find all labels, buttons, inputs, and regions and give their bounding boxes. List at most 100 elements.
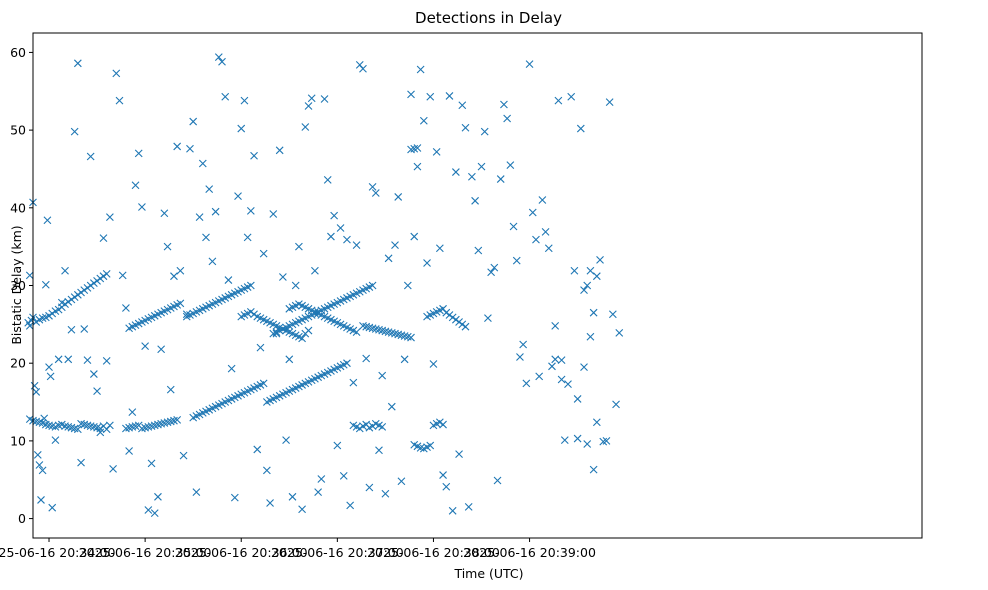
- scatter-point: [455, 450, 463, 458]
- scatter-point: [352, 328, 361, 337]
- scatter-point: [51, 436, 60, 444]
- scatter-point: [298, 505, 306, 514]
- scatter-point: [378, 423, 387, 431]
- scatter-point: [426, 92, 435, 101]
- scatter-point: [35, 461, 44, 469]
- scatter-point: [394, 193, 403, 201]
- scatter-point: [173, 416, 182, 424]
- scatter-point: [474, 246, 483, 255]
- scatter-point: [32, 388, 41, 396]
- scatter-point: [64, 355, 73, 364]
- scatter-point: [451, 168, 460, 176]
- scatter-point: [548, 362, 556, 371]
- scatter-point: [557, 356, 566, 364]
- scatter-point: [291, 281, 300, 290]
- scatter-point: [439, 420, 447, 429]
- scatter-point: [323, 175, 332, 184]
- scatter-point: [57, 298, 66, 307]
- scatter-point: [73, 59, 82, 68]
- y-tick-label: 60: [10, 45, 26, 60]
- scatter-point: [375, 446, 383, 455]
- scatter-point: [99, 234, 108, 242]
- scatter-point: [304, 102, 313, 110]
- scatter-point: [61, 266, 69, 275]
- scatter-point: [608, 310, 617, 319]
- scatter-point: [80, 325, 89, 333]
- scatter-point: [503, 114, 512, 123]
- scatter-point: [80, 286, 89, 295]
- scatter-point: [67, 325, 76, 334]
- scatter-point: [43, 216, 52, 225]
- scatter-point: [195, 213, 204, 222]
- scatter-point: [333, 441, 342, 450]
- y-tick-label: 20: [10, 356, 26, 371]
- scatter-point: [391, 241, 399, 249]
- scatter-point: [150, 509, 159, 518]
- x-tick-label: 2025-06-16 20:34:00: [0, 545, 115, 560]
- x-tick-label: 2025-06-16 20:39:00: [463, 545, 596, 560]
- scatter-point: [128, 408, 137, 417]
- scatter-point: [112, 69, 121, 78]
- scatter-point: [320, 95, 329, 103]
- scatter-point: [105, 213, 114, 222]
- scatter-point: [272, 329, 281, 338]
- scatter-point: [496, 175, 505, 183]
- scatter-point: [516, 353, 524, 361]
- scatter-point: [208, 257, 217, 266]
- scatter-point: [77, 458, 85, 467]
- scatter-point: [275, 146, 284, 155]
- scatter-point: [416, 65, 425, 74]
- scatter-point: [246, 281, 255, 290]
- scatter-point: [99, 272, 108, 281]
- scatter-point: [493, 476, 502, 485]
- scatter-point: [435, 418, 444, 427]
- y-tick-label: 30: [10, 278, 26, 293]
- scatter-point: [237, 124, 246, 133]
- scatter-point: [455, 318, 463, 326]
- scatter-point: [102, 356, 111, 365]
- scatter-point: [330, 211, 339, 220]
- scatter-point: [96, 424, 105, 433]
- scatter-point: [32, 318, 41, 326]
- y-tick-label: 50: [10, 123, 26, 138]
- scatter-point: [54, 355, 63, 364]
- scatter-point: [211, 207, 220, 216]
- scatter-point: [586, 332, 595, 341]
- scatter-point: [227, 364, 236, 373]
- scatter-point: [83, 356, 92, 364]
- scatter-point: [490, 263, 499, 272]
- scatter-point: [532, 235, 540, 244]
- scatter-point: [64, 297, 73, 306]
- scatter-point: [256, 343, 265, 352]
- scatter-point: [477, 162, 486, 171]
- scatter-point: [573, 434, 582, 443]
- scatter-point: [596, 255, 604, 264]
- y-tick-label: 40: [10, 200, 26, 215]
- scatter-point: [189, 117, 198, 126]
- scatter-point: [365, 483, 374, 492]
- scatter-point: [471, 196, 479, 205]
- scatter-point: [30, 381, 39, 390]
- scatter-point: [77, 288, 85, 297]
- scatter-point: [176, 266, 185, 275]
- scatter-point: [157, 345, 166, 354]
- scatter-point: [580, 363, 588, 371]
- scatter-point: [73, 425, 82, 434]
- scatter-point: [48, 503, 57, 512]
- scatter-point: [576, 124, 585, 133]
- scatter-point: [54, 305, 63, 314]
- scatter-point: [602, 436, 611, 445]
- scatter-point: [246, 308, 255, 316]
- scatter-point: [243, 233, 252, 242]
- scatter-point: [102, 269, 111, 278]
- scatter-point: [93, 276, 101, 285]
- scatter-point: [269, 210, 278, 218]
- scatter-point: [407, 90, 415, 99]
- scatter-point: [554, 96, 563, 105]
- scatter-point: [423, 259, 431, 267]
- scatter-point: [458, 320, 467, 329]
- scatter-point: [468, 172, 476, 181]
- scatter-point: [419, 116, 428, 125]
